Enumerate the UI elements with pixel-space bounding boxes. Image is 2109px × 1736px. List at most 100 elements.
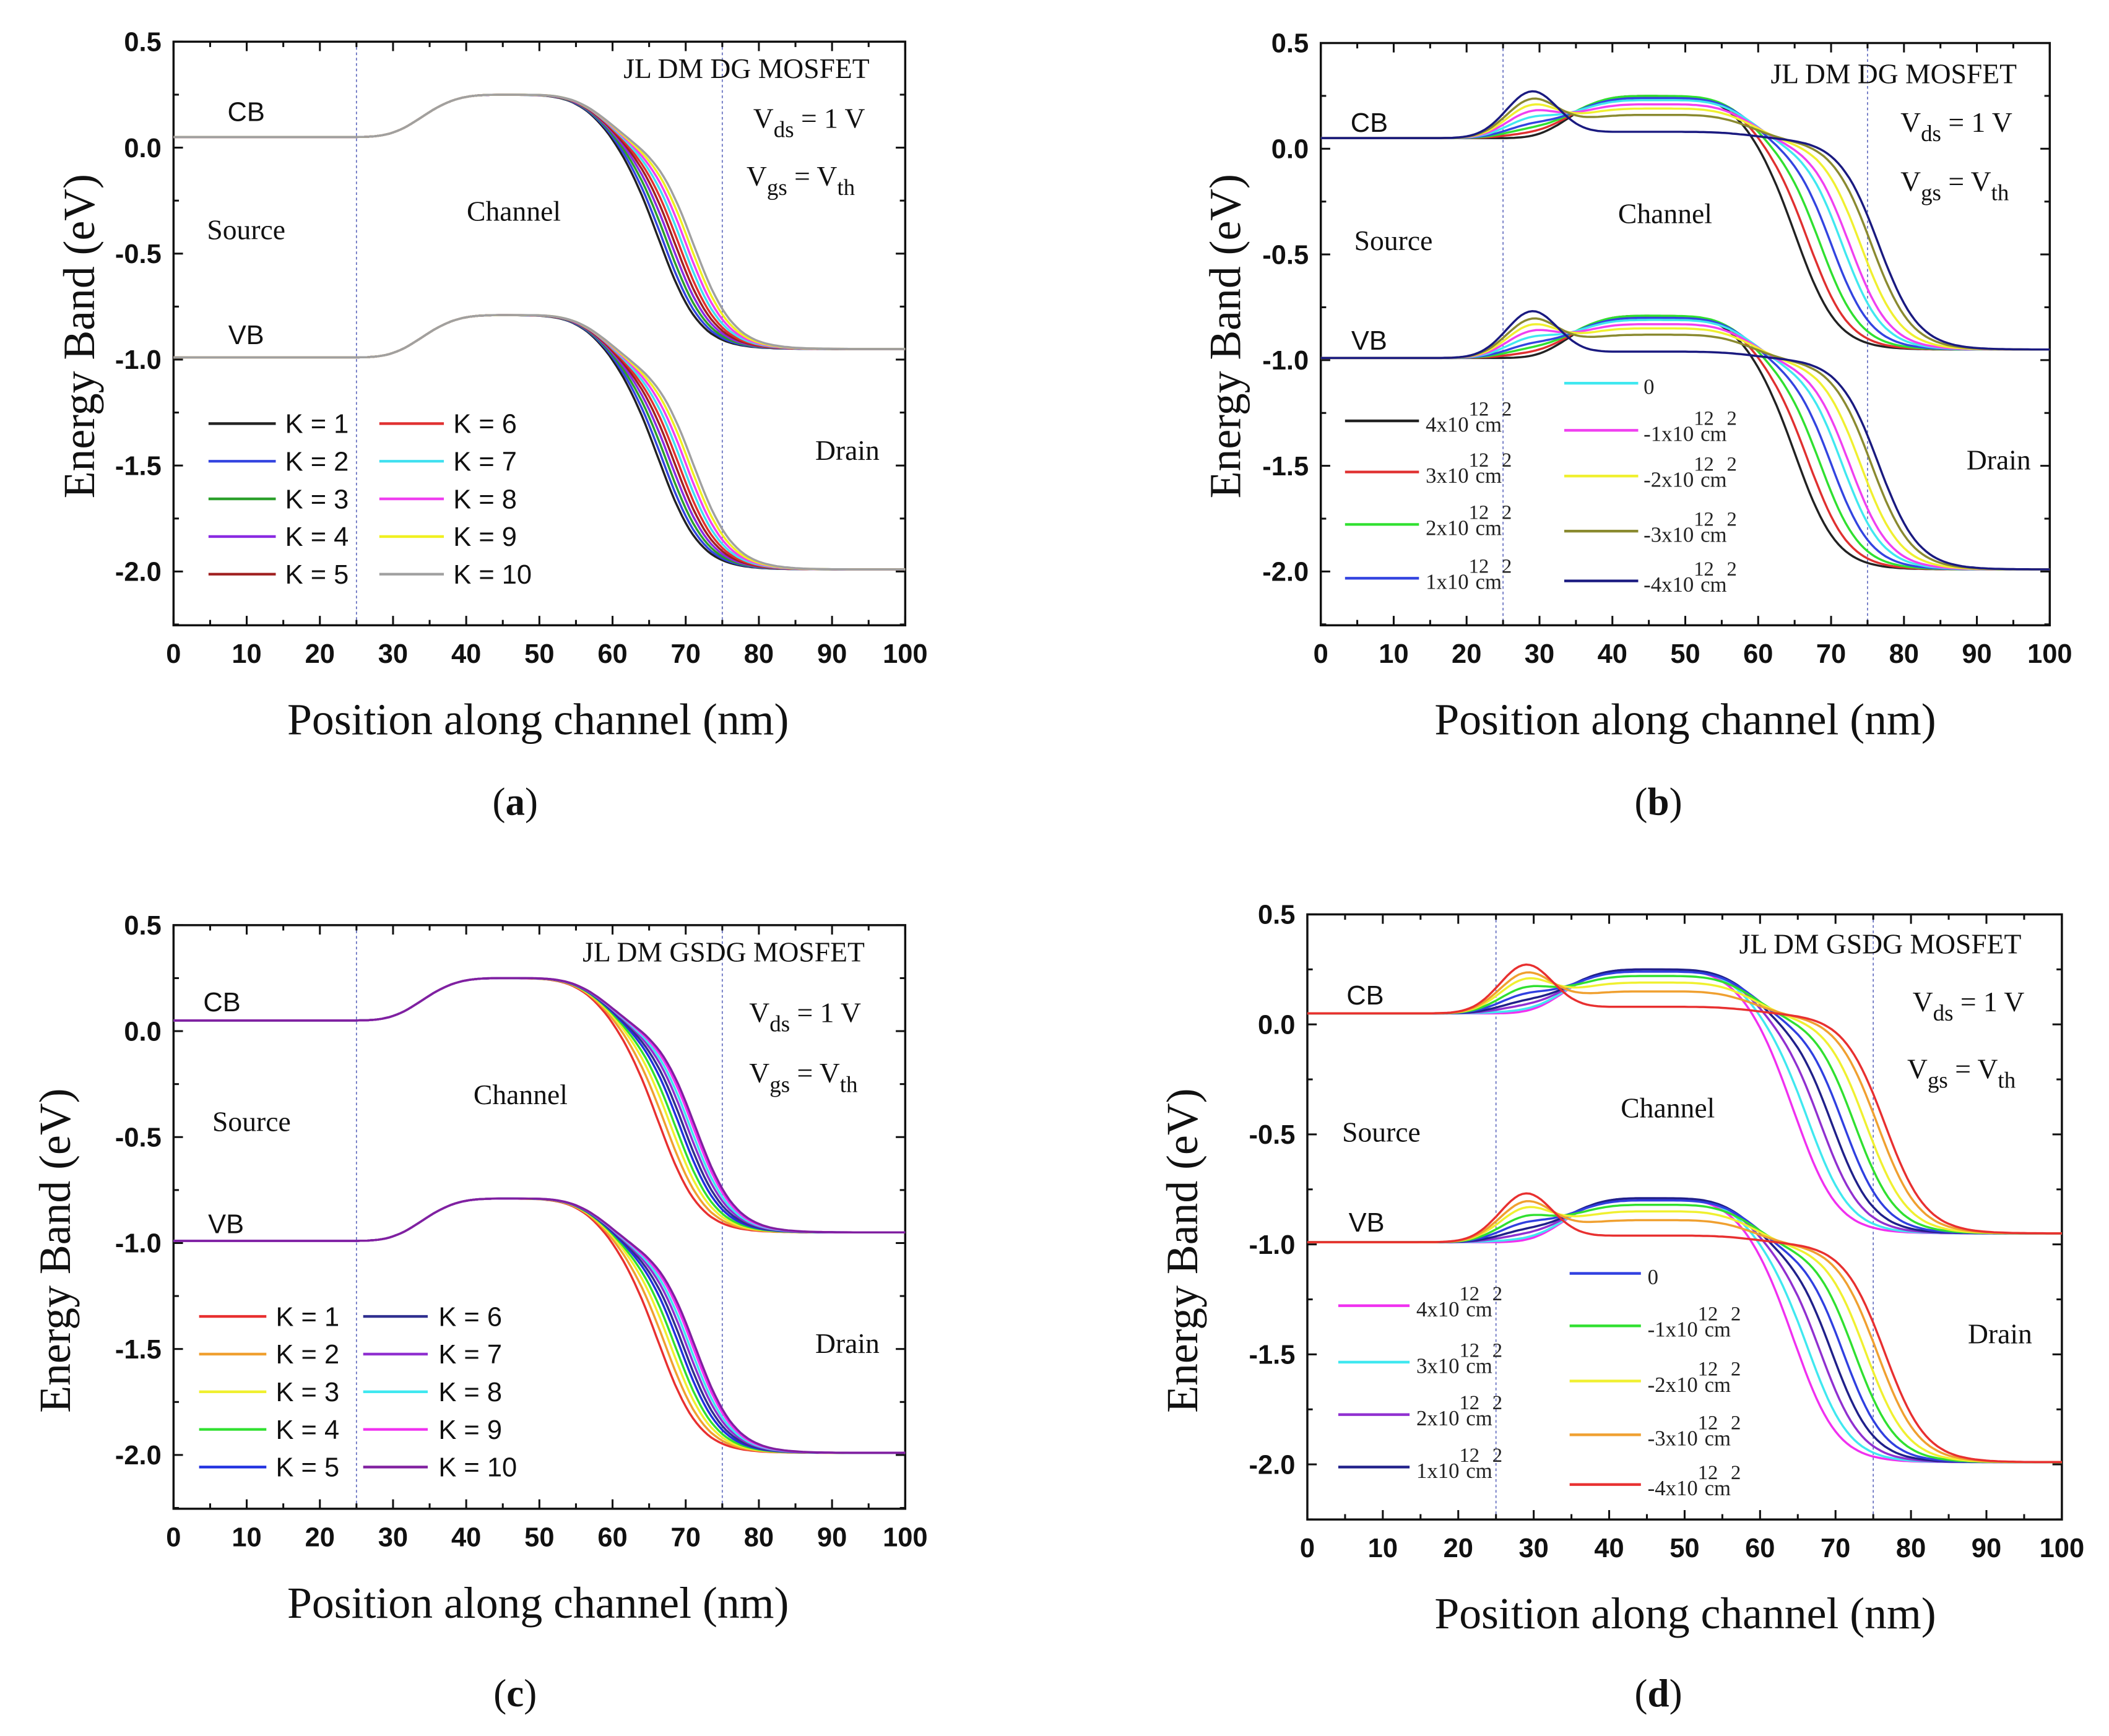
legend-label: -3x1012 cm2 (1643, 509, 1737, 547)
vb-label: VB (228, 321, 264, 350)
vgs-annotation-sub: gs (1921, 180, 1941, 205)
x-tick-label: 0 (166, 1523, 181, 1553)
channel-label: Channel (474, 1079, 568, 1110)
legend-label-exponent: 12 (1698, 1358, 1718, 1381)
legend-label-base: 1x10 (1416, 1459, 1459, 1483)
legend-label-exponent: 12 (1469, 398, 1489, 420)
legend-label: 3x1012 cm2 (1426, 449, 1512, 488)
device-title: JL DM GSDG MOSFET (582, 936, 865, 968)
legend-label-unit: cm (1476, 570, 1502, 594)
x-tick-label: 80 (744, 1523, 774, 1553)
source-label: Source (207, 214, 285, 246)
vgs-annotation-rest: = V (790, 1057, 840, 1089)
legend-label-base: 2x10 (1426, 516, 1469, 540)
vgs-annotation-v: V (749, 1057, 769, 1089)
legend-label-unit: cm (1705, 1318, 1731, 1342)
drain-label: Drain (815, 1328, 880, 1359)
y-tick-label: -1.0 (115, 1229, 162, 1259)
vgs-annotation-sub: gs (767, 175, 787, 200)
legend-label-base: 3x10 (1426, 464, 1469, 488)
legend-label: K = 5 (275, 1453, 339, 1483)
vds-annotation: Vds = 1 V (1900, 106, 2012, 146)
source-label: Source (1354, 225, 1433, 256)
legend-label-base: 4x10 (1426, 412, 1469, 436)
series-cb-line-9 (1307, 963, 2062, 1235)
legend-label-unit: cm (1705, 1476, 1731, 1500)
x-tick-label: 70 (671, 639, 701, 669)
cb-label: CB (203, 988, 240, 1017)
series-vb-line-8 (173, 314, 906, 571)
y-tick-label: -1.5 (1249, 1341, 1296, 1370)
caption-letter: b (1648, 780, 1669, 824)
x-axis-title: Position along channel (nm) (1434, 1589, 1936, 1638)
panel-b: 0 10 20 30 40 50 60 70 80 90 1000.50.0-0.5-1.0-1.5… (1200, 29, 2072, 824)
legend-label-unit: cm (1700, 572, 1726, 597)
legend-label-unit-exponent: 2 (1727, 509, 1737, 531)
vds-annotation-v: V (749, 996, 769, 1028)
series-cb-line-10 (173, 93, 906, 350)
caption-paren-open: ( (1635, 780, 1648, 824)
legend-label-unit-exponent: 2 (1492, 1283, 1502, 1305)
legend-label: K = 6 (438, 1302, 502, 1332)
x-tick-label: 100 (2027, 639, 2072, 669)
legend-label-unit: cm (1476, 412, 1502, 436)
legend-label: K = 6 (453, 410, 517, 439)
legend-label-exponent: 12 (1469, 502, 1489, 524)
vgs-annotation-sub2: th (1991, 180, 2009, 205)
legend-label: -2x1012 cm2 (1643, 453, 1737, 491)
panel-caption: (d) (1635, 1672, 1682, 1715)
legend-label: 2x1012 cm2 (1426, 502, 1512, 540)
vds-annotation-sub: ds (774, 117, 794, 142)
device-title: JL DM GSDG MOSFET (1739, 928, 2022, 959)
vgs-annotation-sub: gs (1928, 1068, 1948, 1093)
legend-label: K = 7 (453, 447, 517, 477)
legend-label-unit-exponent: 2 (1727, 408, 1737, 430)
legend-label-unit: cm (1476, 464, 1502, 488)
legend-label-unit-exponent: 2 (1731, 1412, 1741, 1435)
legend-label: -1x1012 cm2 (1648, 1303, 1741, 1342)
x-tick-label: 50 (1670, 639, 1700, 669)
series-vb-line-1 (173, 314, 906, 571)
vgs-annotation-rest: = V (1948, 1053, 1998, 1085)
legend-label-unit: cm (1466, 1459, 1492, 1483)
x-tick-label: 100 (883, 639, 927, 669)
legend-label-unit: cm (1705, 1427, 1731, 1451)
x-tick-label: 20 (1444, 1534, 1473, 1563)
legend-label: K = 1 (275, 1302, 339, 1332)
x-tick-label: 50 (1669, 1534, 1699, 1563)
caption-paren-close: ) (525, 780, 538, 824)
legend-label: K = 3 (285, 485, 349, 514)
panel-caption: (a) (492, 780, 537, 824)
legend-label-unit: cm (1700, 468, 1726, 492)
y-axis-title: Energy Band (eV) (54, 174, 104, 498)
vgs-annotation-rest: = V (1941, 166, 1991, 197)
x-tick-label: 100 (883, 1523, 927, 1553)
vgs-annotation-sub2: th (837, 175, 855, 200)
x-tick-label: 40 (1594, 1534, 1624, 1563)
y-tick-label: -0.5 (1249, 1120, 1296, 1150)
legend-label: K = 2 (275, 1340, 339, 1370)
legend-label: K = 5 (285, 560, 349, 590)
x-tick-label: 90 (1972, 1534, 2001, 1563)
device-title: JL DM DG MOSFET (623, 53, 870, 84)
vds-annotation: Vds = 1 V (753, 102, 865, 142)
legend-label-exponent: 12 (1698, 1462, 1718, 1484)
legend-label-base: 3x10 (1416, 1354, 1459, 1378)
x-tick-label: 40 (451, 1523, 481, 1553)
legend-label-unit: cm (1466, 1354, 1492, 1378)
x-tick-label: 10 (1368, 1534, 1398, 1563)
x-tick-label: 80 (1896, 1534, 1926, 1563)
y-tick-label: 0.0 (1271, 135, 1309, 165)
series-vb-line-3 (173, 314, 906, 571)
legend-label-unit-exponent: 2 (1492, 1392, 1502, 1414)
legend-label: -4x1012 cm2 (1648, 1462, 1741, 1500)
x-axis-title: Position along channel (nm) (287, 1578, 789, 1628)
caption-paren-close: ) (1669, 780, 1682, 824)
legend-label-base: -3x10 (1648, 1427, 1698, 1451)
vgs-annotation-v: V (1900, 166, 1921, 197)
y-axis-title: Energy Band (eV) (30, 1089, 80, 1413)
x-tick-label: 70 (1816, 639, 1846, 669)
legend-label-base: -1x10 (1643, 422, 1694, 446)
legend-label: -3x1012 cm2 (1648, 1412, 1741, 1451)
panel-caption: (c) (493, 1672, 537, 1715)
